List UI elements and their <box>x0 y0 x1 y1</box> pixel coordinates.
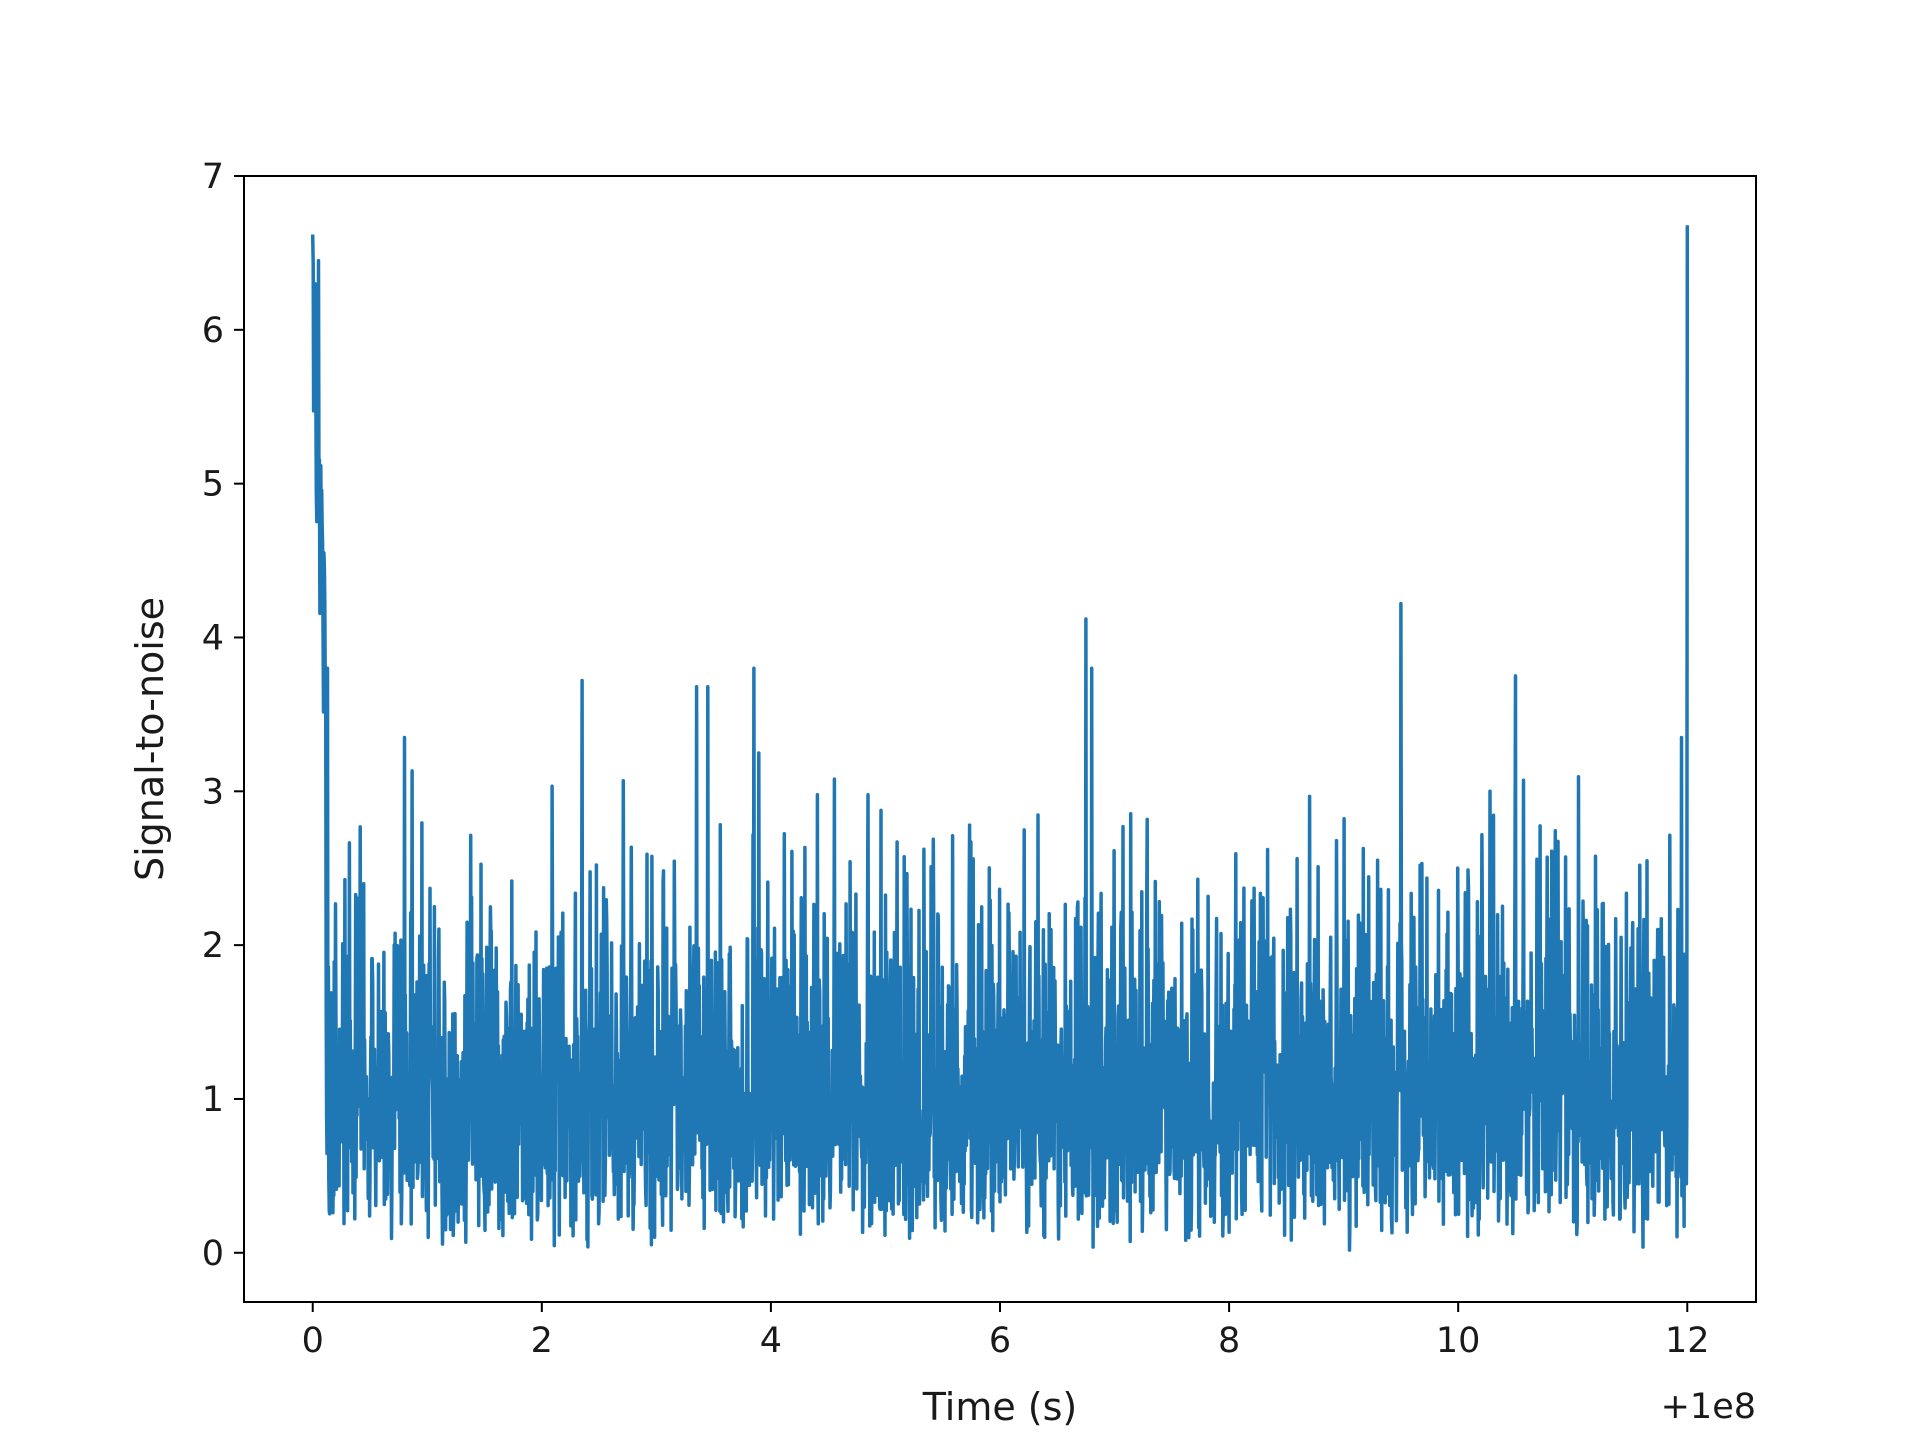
plot-area <box>310 225 1690 1252</box>
y-tick-label: 3 <box>202 772 224 812</box>
x-tick-label: 12 <box>1665 1321 1710 1361</box>
y-tick-label: 0 <box>202 1234 224 1274</box>
y-axis-ticks: 0 1 2 3 4 5 6 7 <box>202 157 244 1274</box>
x-tick-label: 8 <box>1218 1321 1240 1361</box>
x-tick-label: 0 <box>302 1321 324 1361</box>
x-axis-offset-label: +1e8 <box>1661 1387 1756 1427</box>
y-tick-label: 6 <box>202 311 224 351</box>
x-tick-label: 4 <box>760 1321 782 1361</box>
x-tick-label: 6 <box>989 1321 1011 1361</box>
x-tick-label: 10 <box>1436 1321 1481 1361</box>
y-tick-label: 2 <box>202 926 224 966</box>
x-axis-label: Time (s) <box>922 1385 1078 1429</box>
y-tick-label: 5 <box>202 465 224 505</box>
y-tick-label: 7 <box>202 157 224 197</box>
x-tick-label: 2 <box>531 1321 553 1361</box>
x-axis-ticks: 0 2 4 6 8 10 12 <box>302 1302 1710 1361</box>
signal-to-noise-series-line <box>310 225 1690 1252</box>
y-tick-label: 1 <box>202 1080 224 1120</box>
y-axis-label: Signal-to-noise <box>128 597 172 881</box>
y-tick-label: 4 <box>202 618 224 658</box>
